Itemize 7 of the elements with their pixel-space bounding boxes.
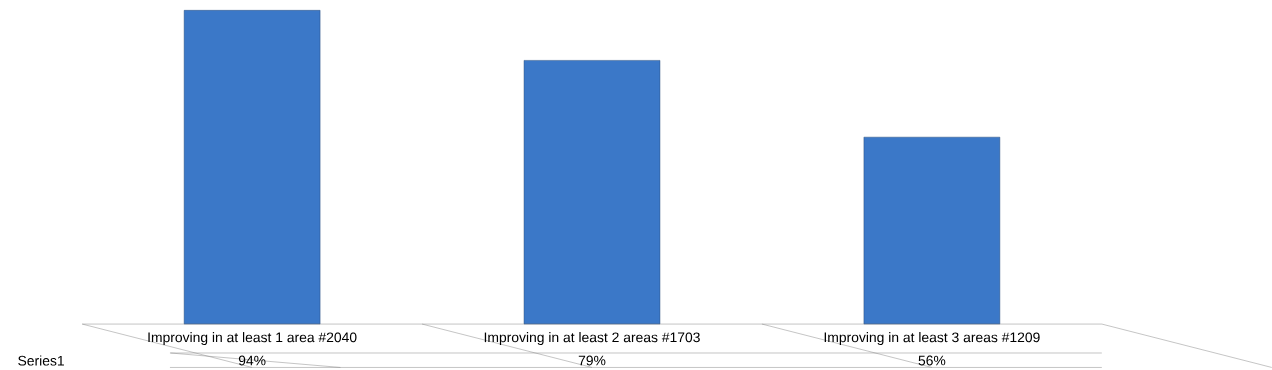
data-label: 56% — [918, 355, 946, 366]
x-tick-label: Improving in at least 1 area #2040 — [148, 331, 357, 345]
data-label: 94% — [238, 355, 266, 366]
x-tick-label: Improving in at least 2 areas #1703 — [484, 331, 700, 345]
text: Series1 — [18, 355, 64, 366]
x-tick-label: Improving in at least 3 areas #1209 — [824, 331, 1040, 345]
data-label: 79% — [578, 355, 606, 366]
